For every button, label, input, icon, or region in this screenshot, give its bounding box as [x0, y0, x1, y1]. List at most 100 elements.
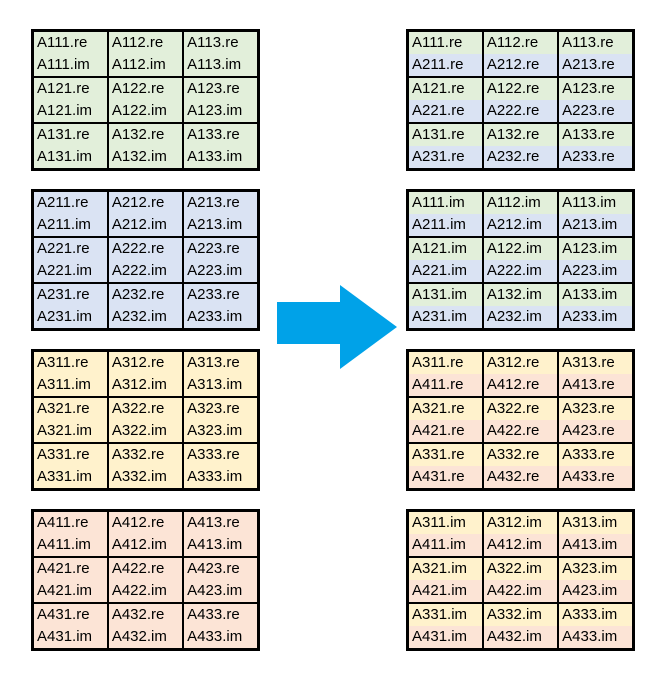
- matrix-cell: A113.re A213.re: [557, 29, 635, 78]
- matrix-cell: A322.re A422.re: [481, 396, 560, 444]
- cell-entry: A322.im: [483, 558, 558, 580]
- cell-entry: A211.re: [34, 192, 107, 214]
- cell-entry: A332.re: [108, 444, 183, 466]
- cell-entry: A113.re: [559, 32, 632, 54]
- table-row: A111.im A211.im A112.im A212.im A113.im A213.…: [406, 189, 635, 238]
- matrix-cell: A311.re A311.im: [31, 349, 109, 398]
- cell-entry: A121.im: [34, 100, 107, 122]
- cell-entry: A213.im: [184, 214, 257, 236]
- matrix-cell: A323.re A423.re: [557, 396, 635, 444]
- result-table-3: A311.re A411.re A312.re A412.re A313.re A413.…: [406, 349, 635, 491]
- matrix-cell: A122.re A122.im: [106, 76, 185, 124]
- matrix-cell: A422.re A422.im: [106, 556, 185, 604]
- result-table-2: A111.im A211.im A112.im A212.im A113.im A213.…: [406, 189, 635, 331]
- cell-entry: A431.re: [34, 604, 107, 626]
- cell-entry: A233.im: [559, 306, 632, 328]
- cell-entry: A411.re: [409, 374, 482, 396]
- matrix-cell: A322.im A422.im: [481, 556, 560, 604]
- cell-entry: A133.re: [559, 124, 632, 146]
- cell-entry: A232.re: [108, 284, 183, 306]
- cell-entry: A222.re: [108, 238, 183, 260]
- cell-entry: A313.re: [559, 352, 632, 374]
- cell-entry: A323.im: [184, 420, 257, 442]
- result-table-1: A111.re A211.re A112.re A212.re A113.re A213.…: [406, 29, 635, 171]
- matrix-cell: A411.re A411.im: [31, 509, 109, 558]
- cell-entry: A411.im: [409, 534, 482, 556]
- cell-entry: A113.im: [559, 192, 632, 214]
- cell-entry: A113.re: [184, 32, 257, 54]
- cell-entry: A433.re: [559, 466, 632, 488]
- matrix-cell: A133.im A233.im: [557, 282, 635, 331]
- matrix-cell: A312.re A312.im: [106, 349, 185, 398]
- cell-entry: A322.re: [483, 398, 558, 420]
- cell-entry: A221.im: [34, 260, 107, 282]
- cell-entry: A432.im: [483, 626, 558, 648]
- cell-entry: A311.re: [34, 352, 107, 374]
- source-column: A111.re A111.im A112.re A112.im A113.re A113.…: [31, 29, 260, 669]
- matrix-cell: A333.re A433.re: [557, 442, 635, 491]
- cell-entry: A223.im: [559, 260, 632, 282]
- cell-entry: A223.im: [184, 260, 257, 282]
- table-row: A321.im A421.im A322.im A422.im A323.im A423.…: [406, 556, 635, 604]
- matrix-cell: A111.im A211.im: [406, 189, 484, 238]
- cell-entry: A432.re: [108, 604, 183, 626]
- cell-entry: A423.im: [559, 580, 632, 602]
- matrix-cell: A313.re A413.re: [557, 349, 635, 398]
- cell-entry: A321.re: [34, 398, 107, 420]
- matrix-cell: A131.re A231.re: [406, 122, 484, 171]
- cell-entry: A333.im: [559, 604, 632, 626]
- matrix-cell: A121.re A121.im: [31, 76, 109, 124]
- matrix-cell: A123.re A223.re: [557, 76, 635, 124]
- matrix-cell: A333.im A433.im: [557, 602, 635, 651]
- cell-entry: A131.im: [409, 284, 482, 306]
- cell-entry: A422.re: [108, 558, 183, 580]
- cell-entry: A311.im: [409, 512, 482, 534]
- matrix-cell: A331.im A431.im: [406, 602, 484, 651]
- cell-entry: A321.im: [409, 558, 482, 580]
- result-table-4: A311.im A411.im A312.im A412.im A313.im A413.…: [406, 509, 635, 651]
- matrix-cell: A423.re A423.im: [182, 556, 260, 604]
- matrix-cell: A332.re A332.im: [106, 442, 185, 491]
- cell-entry: A431.im: [409, 626, 482, 648]
- cell-entry: A413.re: [559, 374, 632, 396]
- cell-entry: A111.re: [409, 32, 482, 54]
- table-row: A331.re A431.re A332.re A432.re A333.re A433.…: [406, 442, 635, 491]
- cell-entry: A231.im: [34, 306, 107, 328]
- cell-entry: A132.im: [108, 146, 183, 168]
- cell-entry: A123.im: [559, 238, 632, 260]
- cell-entry: A121.re: [34, 78, 107, 100]
- cell-entry: A421.im: [34, 580, 107, 602]
- matrix-cell: A323.im A423.im: [557, 556, 635, 604]
- matrix-cell: A331.re A331.im: [31, 442, 109, 491]
- cell-entry: A323.im: [559, 558, 632, 580]
- cell-entry: A333.im: [184, 466, 257, 488]
- cell-entry: A412.im: [483, 534, 558, 556]
- matrix-cell: A332.im A432.im: [481, 602, 560, 651]
- cell-entry: A111.im: [34, 54, 107, 76]
- cell-entry: A112.re: [108, 32, 183, 54]
- cell-entry: A313.im: [184, 374, 257, 396]
- cell-entry: A323.re: [184, 398, 257, 420]
- cell-entry: A133.im: [559, 284, 632, 306]
- matrix-cell: A121.re A221.re: [406, 76, 484, 124]
- cell-entry: A113.im: [184, 54, 257, 76]
- cell-entry: A413.re: [184, 512, 257, 534]
- matrix-cell: A131.re A131.im: [31, 122, 109, 171]
- cell-entry: A133.im: [184, 146, 257, 168]
- cell-entry: A313.im: [559, 512, 632, 534]
- table-row: A431.re A431.im A432.re A432.im A433.re A433.…: [31, 602, 260, 651]
- cell-entry: A223.re: [184, 238, 257, 260]
- matrix-cell: A421.re A421.im: [31, 556, 109, 604]
- cell-entry: A312.im: [108, 374, 183, 396]
- matrix-cell: A211.re A211.im: [31, 189, 109, 238]
- cell-entry: A411.im: [34, 534, 107, 556]
- cell-entry: A322.re: [108, 398, 183, 420]
- table-row: A121.im A221.im A122.im A222.im A123.im A223.…: [406, 236, 635, 284]
- matrix-cell: A412.re A412.im: [106, 509, 185, 558]
- table-row: A331.re A331.im A332.re A332.im A333.re A333.…: [31, 442, 260, 491]
- cell-entry: A331.re: [34, 444, 107, 466]
- cell-entry: A223.re: [559, 100, 632, 122]
- cell-entry: A221.re: [34, 238, 107, 260]
- matrix-cell: A313.re A313.im: [182, 349, 260, 398]
